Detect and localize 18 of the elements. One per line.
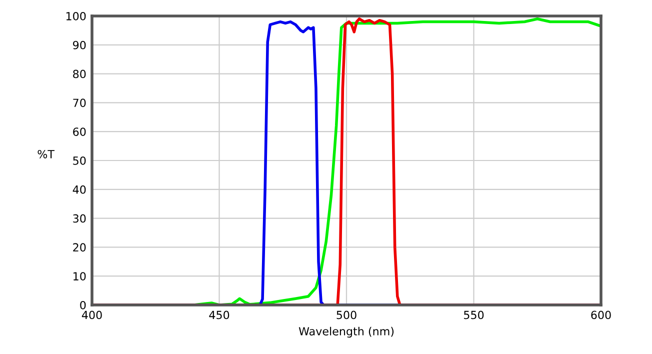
y-tick-label: 70 bbox=[73, 98, 86, 108]
x-tick-label: 500 bbox=[336, 310, 356, 320]
y-tick-label: 10 bbox=[74, 272, 86, 280]
y-tick-label: 20 bbox=[73, 243, 86, 252]
y-tick-label: 80 bbox=[73, 70, 86, 78]
y-axis-title: %T bbox=[38, 150, 54, 158]
x-tick-label: 450 bbox=[209, 310, 230, 320]
x-tick-label: 550 bbox=[464, 310, 484, 320]
y-tick-label: 90 bbox=[73, 40, 86, 50]
x-tick-label: 600 bbox=[591, 310, 611, 320]
y-tick-label: 60 bbox=[73, 128, 86, 136]
y-tick-label: 40 bbox=[72, 185, 86, 194]
y-tick-label: 30 bbox=[73, 214, 86, 223]
y-tick-label: 50 bbox=[73, 156, 86, 165]
y-tick-label: 100 bbox=[66, 12, 86, 20]
x-tick-label: 400 bbox=[82, 310, 102, 320]
x-axis-title: Wavelength (nm) bbox=[298, 326, 394, 338]
y-tick-label: 0 bbox=[80, 300, 86, 310]
